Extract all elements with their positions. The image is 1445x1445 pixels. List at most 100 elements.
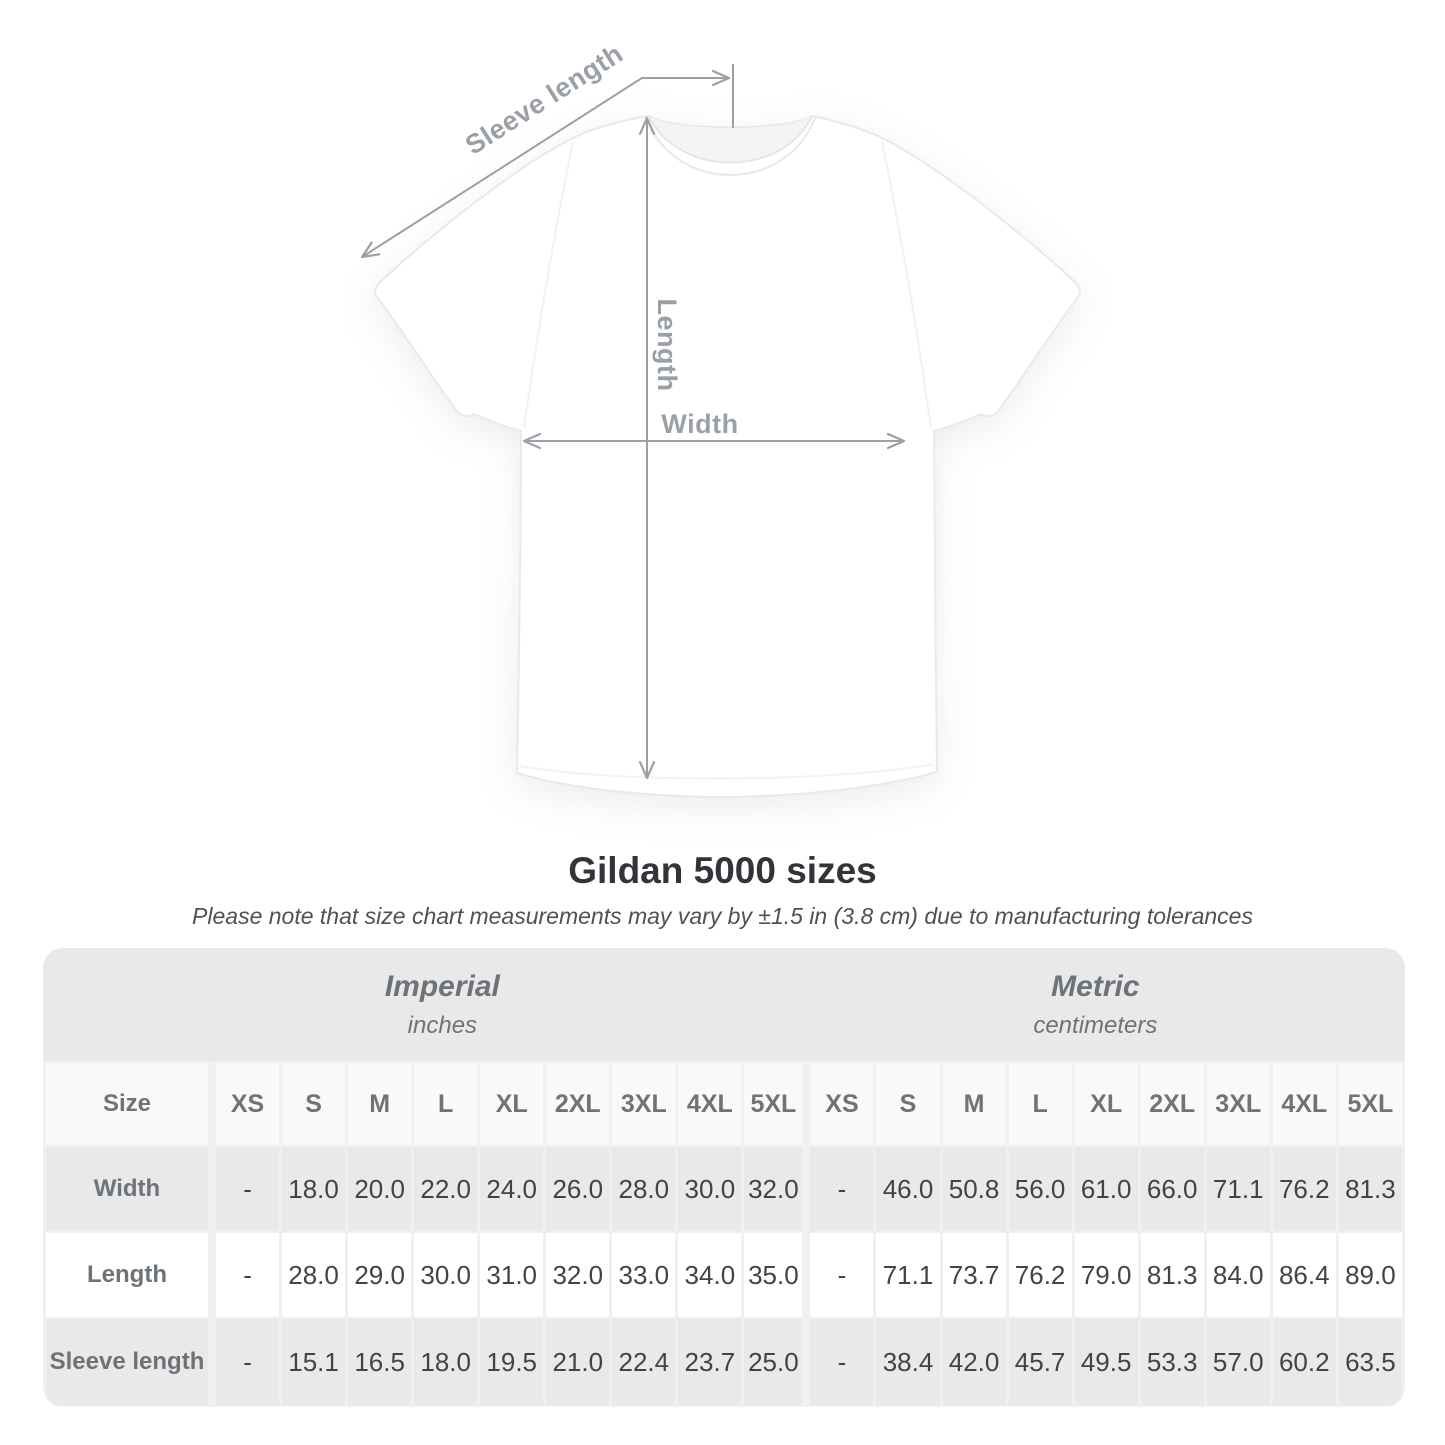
cell: 38.4 — [876, 1319, 940, 1405]
cell: 30.0 — [678, 1147, 742, 1231]
row-label: Sleeve length — [46, 1319, 213, 1405]
row-label: Length — [46, 1233, 213, 1317]
size-col-header: M — [348, 1063, 412, 1145]
cell: 15.1 — [282, 1319, 346, 1405]
page-title: Gildan 5000 sizes — [568, 850, 877, 891]
cell: 33.0 — [612, 1233, 676, 1317]
cell: 71.1 — [876, 1233, 940, 1317]
metric-group-unit: centimeters — [1033, 1011, 1158, 1039]
cell: 73.7 — [942, 1233, 1006, 1317]
cell: 20.0 — [348, 1147, 412, 1231]
size-col-header: 2XL — [546, 1063, 610, 1145]
cell: 61.0 — [1074, 1147, 1138, 1231]
cell: 42.0 — [942, 1319, 1006, 1405]
page-subtitle: Please note that size chart measurements… — [192, 903, 1253, 929]
length-row: Length - 28.0 29.0 30.0 31.0 32.0 33.0 3… — [46, 1233, 1402, 1317]
cell: 26.0 — [546, 1147, 610, 1231]
sleeve-length-row: Sleeve length - 15.1 16.5 18.0 19.5 21.0… — [46, 1319, 1402, 1405]
cell: 23.7 — [678, 1319, 742, 1405]
size-col-header: L — [1008, 1063, 1072, 1145]
size-col-header: 3XL — [1206, 1063, 1270, 1145]
metric-group-header: Metric centimeters — [806, 948, 1405, 1061]
cell: 86.4 — [1272, 1233, 1336, 1317]
size-chart-card: Imperial inches Metric centimeters Size … — [43, 948, 1405, 1407]
metric-group-title: Metric — [1051, 969, 1140, 1003]
cell: 46.0 — [876, 1147, 940, 1231]
cell: 29.0 — [348, 1233, 412, 1317]
size-col-header: M — [942, 1063, 1006, 1145]
cell: 34.0 — [678, 1233, 742, 1317]
cell: 35.0 — [744, 1233, 808, 1317]
cell: 81.3 — [1338, 1147, 1402, 1231]
t-shirt-illustration — [374, 115, 1081, 798]
imperial-group-title: Imperial — [384, 969, 500, 1003]
cell: 60.2 — [1272, 1319, 1336, 1405]
row-label: Width — [46, 1147, 213, 1231]
size-col-header: 4XL — [678, 1063, 742, 1145]
hem-stitch — [520, 763, 935, 780]
size-corner-header: Size — [46, 1063, 213, 1145]
cell: 18.0 — [414, 1319, 478, 1405]
size-col-header: 2XL — [1140, 1063, 1204, 1145]
width-label: Width — [661, 409, 738, 439]
cell: 71.1 — [1206, 1147, 1270, 1231]
cell: 45.7 — [1008, 1319, 1072, 1405]
size-col-header: XS — [810, 1063, 874, 1145]
t-shirt-body — [374, 115, 1081, 798]
size-col-header: XS — [216, 1063, 280, 1145]
cell: - — [216, 1233, 280, 1317]
size-col-header: XL — [480, 1063, 544, 1145]
cell: - — [810, 1233, 874, 1317]
cell: 28.0 — [282, 1233, 346, 1317]
size-col-header: XL — [1074, 1063, 1138, 1145]
cell: 24.0 — [480, 1147, 544, 1231]
cell: - — [216, 1147, 280, 1231]
cell: - — [810, 1319, 874, 1405]
cell: 31.0 — [480, 1233, 544, 1317]
width-row: Width - 18.0 20.0 22.0 24.0 26.0 28.0 30… — [46, 1147, 1402, 1231]
imperial-group-unit: inches — [407, 1011, 478, 1039]
cell: 22.0 — [414, 1147, 478, 1231]
cell: 28.0 — [612, 1147, 676, 1231]
cell: 25.0 — [744, 1319, 808, 1405]
size-table: Size XS S M L XL 2XL 3XL 4XL 5XL XS S M … — [43, 1061, 1405, 1407]
cell: 49.5 — [1074, 1319, 1138, 1405]
size-col-header: L — [414, 1063, 478, 1145]
cell: 56.0 — [1008, 1147, 1072, 1231]
right-armhole-seam — [881, 140, 932, 429]
cell: - — [810, 1147, 874, 1231]
cell: 16.5 — [348, 1319, 412, 1405]
cell: 19.5 — [480, 1319, 544, 1405]
cell: 81.3 — [1140, 1233, 1204, 1317]
cell: 57.0 — [1206, 1319, 1270, 1405]
cell: 63.5 — [1338, 1319, 1402, 1405]
size-col-header: 3XL — [612, 1063, 676, 1145]
cell: 79.0 — [1074, 1233, 1138, 1317]
size-col-header: 5XL — [1338, 1063, 1402, 1145]
cell: - — [216, 1319, 280, 1405]
cell: 84.0 — [1206, 1233, 1270, 1317]
cell: 22.4 — [612, 1319, 676, 1405]
sleeve-length-arrow — [360, 69, 731, 259]
size-col-header: S — [876, 1063, 940, 1145]
shirt-diagram: Sleeve length Length Width — [360, 38, 1081, 798]
imperial-group-header: Imperial inches — [43, 948, 806, 1061]
cell: 66.0 — [1140, 1147, 1204, 1231]
cell: 32.0 — [546, 1233, 610, 1317]
size-col-header: 5XL — [744, 1063, 808, 1145]
size-col-header: S — [282, 1063, 346, 1145]
unit-band: Imperial inches Metric centimeters — [43, 948, 1405, 1061]
size-header-row: Size XS S M L XL 2XL 3XL 4XL 5XL XS S M … — [46, 1063, 1402, 1145]
length-label: Length — [652, 299, 682, 392]
cell: 30.0 — [414, 1233, 478, 1317]
cell: 76.2 — [1008, 1233, 1072, 1317]
size-col-header: 4XL — [1272, 1063, 1336, 1145]
cell: 76.2 — [1272, 1147, 1336, 1231]
cell: 53.3 — [1140, 1319, 1204, 1405]
cell: 50.8 — [942, 1147, 1006, 1231]
cell: 32.0 — [744, 1147, 808, 1231]
cell: 21.0 — [546, 1319, 610, 1405]
cell: 89.0 — [1338, 1233, 1402, 1317]
cell: 18.0 — [282, 1147, 346, 1231]
